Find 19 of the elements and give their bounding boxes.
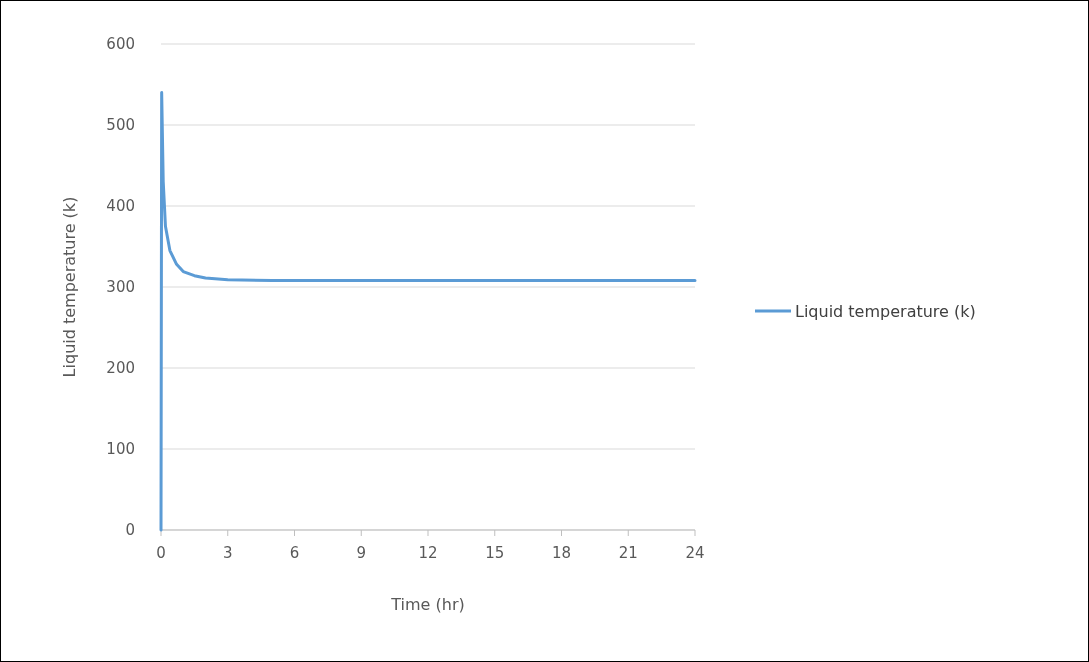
y-tick-label: 0	[125, 521, 135, 539]
y-tick-label: 300	[106, 278, 135, 296]
x-tick-label: 24	[685, 544, 705, 562]
x-axis-title: Time (hr)	[390, 595, 465, 614]
y-tick-label: 400	[106, 197, 135, 215]
x-tick-label: 12	[418, 544, 438, 562]
x-tick-label: 3	[222, 544, 233, 562]
x-tick-label: 15	[485, 544, 505, 562]
x-tick-label: 0	[156, 544, 166, 562]
y-tick-label: 100	[106, 440, 135, 458]
legend-label: Liquid temperature (k)	[795, 302, 976, 321]
y-tick-label: 500	[106, 116, 135, 134]
x-tick-label: 9	[356, 544, 367, 562]
y-tick-label: 600	[106, 35, 135, 53]
x-tick-label: 6	[289, 544, 300, 562]
y-tick-label: 200	[106, 359, 135, 377]
x-tick-label: 21	[618, 544, 638, 562]
y-axis-title: Liquid temperature (k)	[60, 196, 79, 378]
x-tick-label: 18	[551, 544, 572, 562]
